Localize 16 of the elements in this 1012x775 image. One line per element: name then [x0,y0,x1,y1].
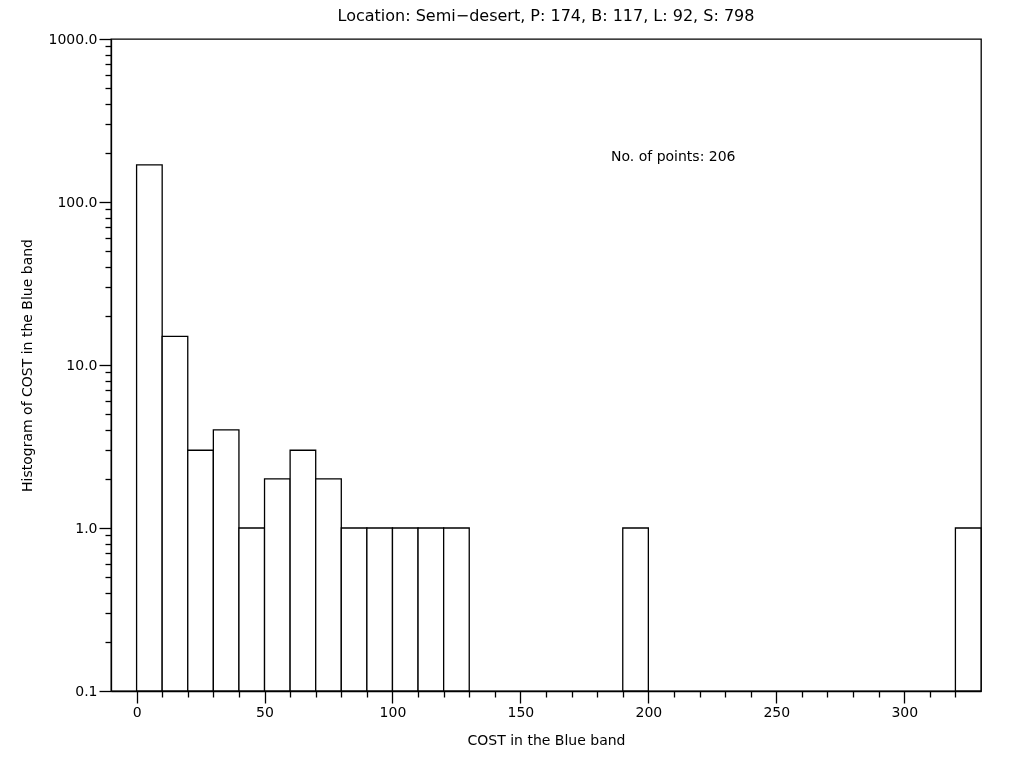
y-tick-label: 10.0 [66,356,98,373]
y-tick-label: 1000.0 [48,30,98,47]
x-tick-label: 100 [379,703,407,720]
y-tick-label: 0.1 [75,682,98,699]
x-tick-label: 250 [763,703,791,720]
chart-title: Location: Semi−desert, P: 174, B: 117, L: 92, S: 798 [337,6,755,25]
y-tick-label: 100.0 [57,193,98,210]
x-tick-label: 200 [635,703,663,720]
y-axis-title: Histogram of COST in the Blue band [18,239,35,492]
x-tick-label: 150 [507,703,535,720]
x-tick-label: 300 [891,703,919,720]
x-axis-title: COST in the Blue band [467,731,626,748]
x-tick-label: 50 [256,703,274,720]
x-tick-label: 0 [132,703,142,720]
annotation: No. of points: 206 [611,148,736,164]
y-tick-label: 1.0 [75,519,98,536]
